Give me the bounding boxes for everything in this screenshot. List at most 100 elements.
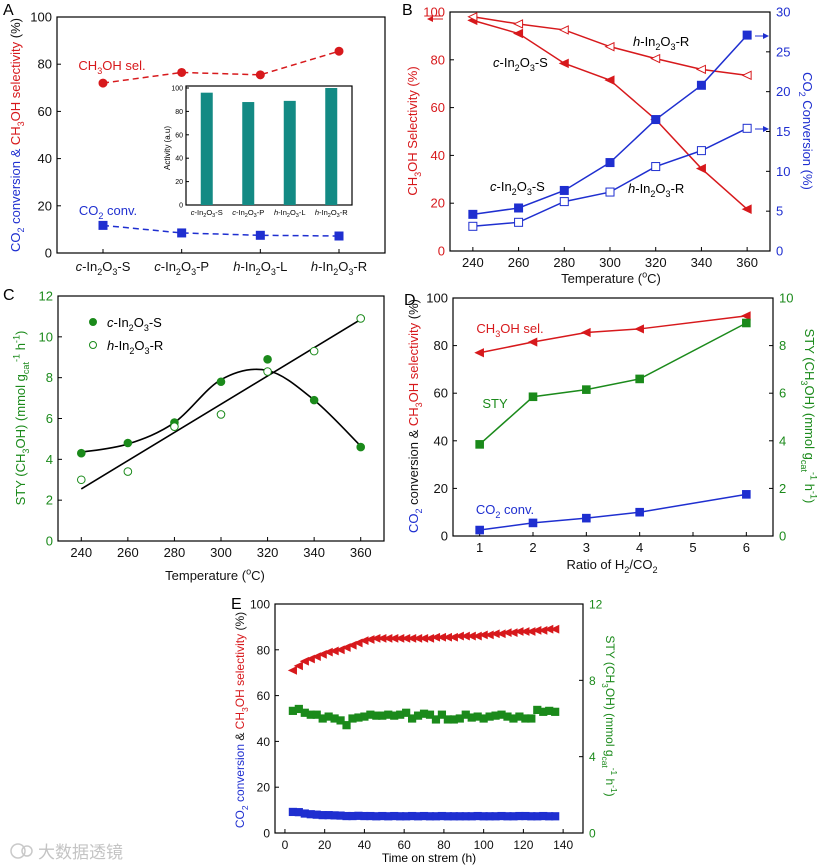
series-line [472,127,748,228]
text-span: 2 [287,213,290,219]
data-point [742,318,751,328]
y-tick-label: 80 [38,57,52,72]
data-point [467,11,478,22]
text-span: -1 [609,768,619,776]
text-span: -R [676,34,690,49]
y2-tick-label: 8 [589,674,596,688]
data-point [123,438,133,448]
y2-tick-label: 30 [776,5,790,20]
text-span: O [517,179,527,194]
text-span: -In [82,259,97,274]
watermark-text: 大数据透镜 [38,843,123,862]
inset-y-tick-label: 60 [175,132,183,139]
data-point [650,53,661,64]
inset-category-label: h-In2O3-R [315,208,348,219]
text-span: OH Selectivity (%) [405,66,420,171]
data-point [651,162,661,172]
text-span: 2 [797,92,807,97]
data-point [305,654,315,664]
data-point [336,716,345,725]
text-span: 3 [145,346,150,356]
text-span: conversion & [406,426,421,508]
y-tick-label: 100 [423,5,445,20]
series-label-ch3oh: CH3OH sel. [78,58,145,76]
legend-marker [89,318,97,326]
text-span: OH) (mmol g [13,374,28,448]
x-tick-label: 3 [583,540,590,555]
y-tick-label: 80 [434,338,448,353]
text-span: 2 [256,267,261,277]
y-tick-label: 80 [431,52,445,67]
x-tick-label: 240 [462,255,484,270]
data-point [604,75,615,85]
data-point [299,656,309,666]
text-span: Ratio of H [566,557,624,572]
y2-tick-label: 6 [779,386,786,401]
x-tick-label: 6 [743,540,750,555]
text-span: OH) (mmol g [802,385,817,459]
data-point [582,513,591,523]
text-span: -In [161,259,176,274]
y-tick-label: 60 [434,386,448,401]
data-point [742,123,752,133]
data-point [551,812,560,821]
series-label: h-In2O3-R [633,34,689,52]
data-point [468,221,478,231]
text-span: CH [78,58,97,73]
text-span: 3 [112,267,117,277]
text-span: -In [640,34,655,49]
text-span: 3 [799,380,809,385]
data-point [514,203,524,213]
inset-category-label: c-In2O3-P [232,208,264,219]
watermark: 大数据透镜 [10,843,123,862]
x-tick-label: 0 [282,838,289,852]
inset-bar [325,88,338,205]
panel-letter: A [3,2,14,19]
data-point [551,707,560,716]
text-span: c [493,55,500,70]
y-tick-label: 40 [38,151,52,166]
text-span: o [642,270,647,280]
data-point [356,442,366,452]
category-prefix: h [233,259,240,274]
text-span: -S [149,315,162,330]
y-tick-label: 10 [39,329,53,344]
text-span: CO [800,72,815,92]
x-tick-label: 340 [691,255,713,270]
text-span: -R [353,259,367,274]
data-point [528,518,538,528]
text-span: 2 [655,42,660,52]
text-span: 3 [348,267,353,277]
y-tick-label: 0 [441,529,448,544]
data-point [740,311,751,321]
x-tick-label: 80 [437,838,451,852]
y2-tick-label: 5 [776,204,783,219]
y-tick-label: 40 [431,148,445,163]
text-span: Conversion (%) [800,97,815,190]
arrow-right-axis-head [763,33,769,39]
category-prefix: c [76,259,83,274]
data-point [334,231,344,241]
text-span: -S [117,259,130,274]
y2-axis-label: STY (CH3OH) (mmol gcat-1 h-1) [600,635,619,796]
text-span: O [248,208,254,217]
text-span: & [233,729,247,744]
series-label-co2: CO2 conv. [79,203,137,221]
y-tick-label: 60 [257,689,271,703]
x-axis-label: Temperature (oC) [561,270,661,286]
data-point [550,624,560,634]
text-span: 2 [97,267,102,277]
y2-tick-label: 8 [779,338,786,353]
text-span: 3 [21,449,31,454]
y2-tick-label: 25 [776,44,790,59]
text-span: C) [251,568,265,583]
y2-tick-label: 0 [776,244,783,259]
text-span: c [232,208,236,217]
text-span: -L [276,259,288,274]
y-tick-label: 100 [250,598,270,612]
panel-letter: D [404,292,416,309]
text-span: 3 [271,267,276,277]
